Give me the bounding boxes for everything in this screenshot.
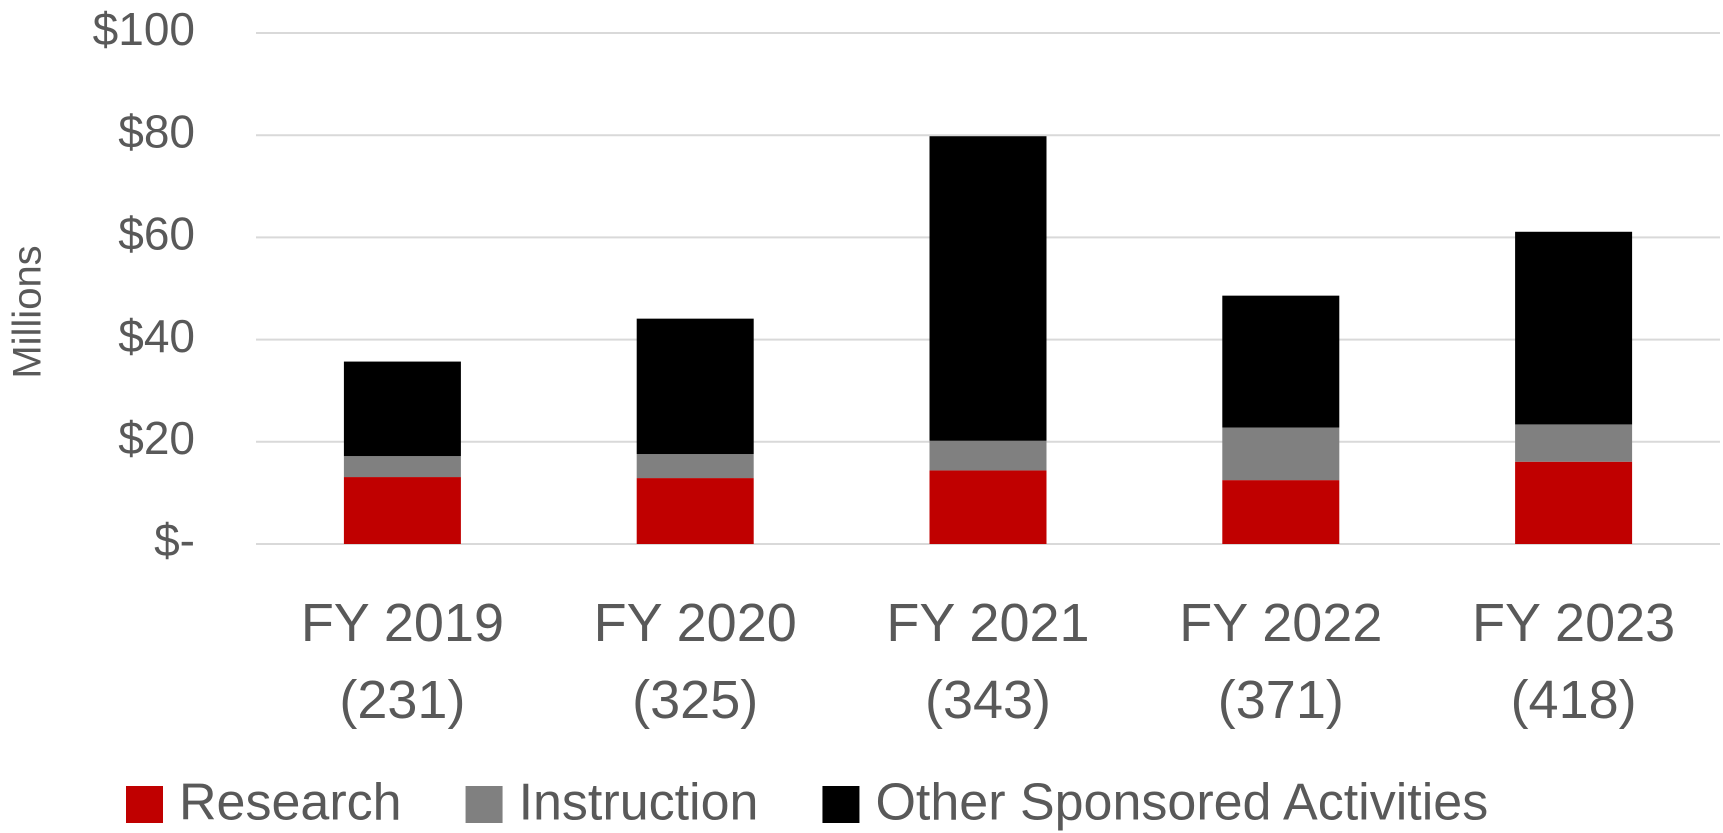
legend-swatch	[822, 786, 860, 823]
y-axis-label: Millions	[6, 245, 50, 378]
x-tick-label: FY 2022 (371)	[1179, 593, 1382, 730]
y-tick-label: $60	[118, 208, 195, 260]
bar-segment	[929, 440, 1047, 471]
x-tick-label: FY 2020 (325)	[594, 593, 797, 730]
bar-segment	[1222, 480, 1340, 544]
legend-label: Instruction	[519, 774, 759, 832]
bar-segment	[343, 456, 461, 478]
x-tick-label: FY 2019 (231)	[301, 593, 504, 730]
x-tick-label: FY 2021 (343)	[886, 593, 1089, 730]
y-tick-label: $100	[93, 3, 195, 55]
bar-segment	[1515, 461, 1633, 544]
y-tick-label: $-	[154, 514, 195, 566]
bar-segment	[636, 478, 754, 544]
bar-segment	[343, 477, 461, 544]
y-tick-label: $40	[118, 310, 195, 362]
legend-label: Other Sponsored Activities	[875, 774, 1488, 832]
bar-segment	[343, 361, 461, 457]
legend-swatch	[465, 786, 503, 823]
bar-segment	[929, 136, 1047, 441]
bar-segment	[1515, 424, 1633, 462]
bar-segment	[636, 454, 754, 479]
y-tick-label: $80	[118, 105, 195, 157]
bar-segment	[1222, 295, 1340, 428]
legend-swatch	[126, 786, 163, 823]
y-tick-label: $20	[118, 412, 195, 464]
bar-segment	[1515, 231, 1633, 425]
legend-label: Research	[179, 774, 402, 832]
bar-segment	[929, 470, 1047, 544]
x-tick-label: FY 2023 (418)	[1472, 593, 1675, 730]
bar-segment	[636, 318, 754, 455]
bar-segment	[1222, 427, 1340, 481]
